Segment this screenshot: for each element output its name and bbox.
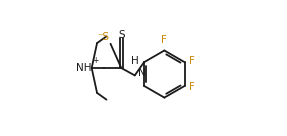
Text: +: + [92,56,99,65]
Text: N: N [138,68,146,78]
Text: NH: NH [75,63,91,73]
Text: H: H [131,56,139,66]
Text: F: F [189,56,195,66]
Text: F: F [189,82,195,92]
Text: ⁻S: ⁻S [97,32,109,42]
Text: F: F [161,35,167,45]
Text: S: S [118,30,125,40]
